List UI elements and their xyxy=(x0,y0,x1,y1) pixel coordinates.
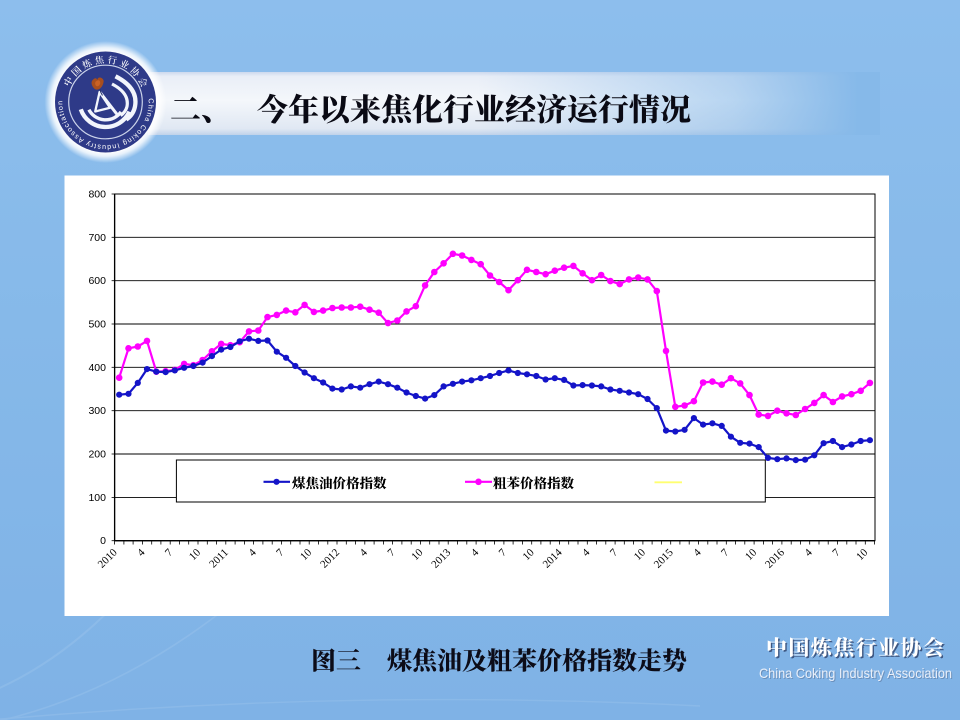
svg-text:China Coking Industry Associat: China Coking Industry Association xyxy=(759,666,952,681)
svg-text:600: 600 xyxy=(88,275,106,287)
svg-text:China Coking Industry Associat: China Coking Industry Association xyxy=(760,667,953,682)
svg-text:100: 100 xyxy=(88,492,106,504)
svg-text:300: 300 xyxy=(88,405,106,417)
svg-text:200: 200 xyxy=(88,449,106,461)
svg-text:800: 800 xyxy=(88,189,106,201)
svg-text:0: 0 xyxy=(100,535,106,547)
svg-text:500: 500 xyxy=(88,319,106,331)
svg-text:400: 400 xyxy=(88,362,106,374)
svg-text:700: 700 xyxy=(88,232,106,244)
